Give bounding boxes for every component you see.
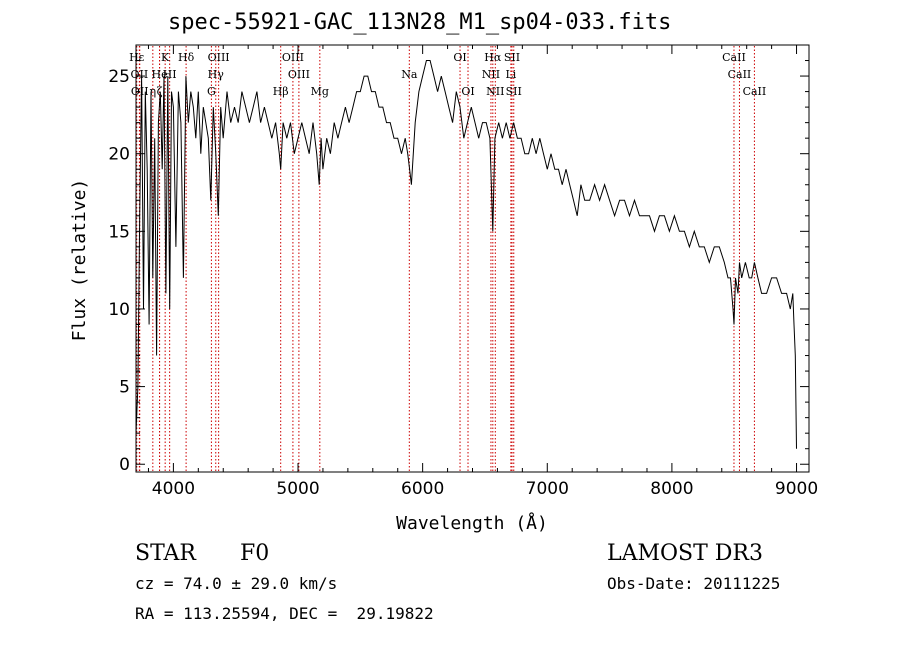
marker-label-0: Hε	[129, 51, 145, 64]
marker-label-26: SII	[506, 85, 522, 98]
x-tick-label-5000: 5000	[276, 479, 319, 499]
observation-date: Obs-Date: 20111225	[607, 574, 781, 593]
marker-label-8: CaII	[722, 51, 746, 64]
x-tick-label-7000: 7000	[526, 479, 569, 499]
marker-label-20: ζ	[157, 85, 163, 98]
x-tick-label-6000: 6000	[401, 479, 444, 499]
line-markers	[136, 46, 755, 471]
y-tick-label-20: 20	[108, 145, 130, 165]
y-axis-ticks: 0 5 10 15 20 25	[108, 60, 809, 475]
marker-label-25: NII	[486, 85, 504, 98]
marker-label-16: Li	[505, 68, 516, 81]
y-tick-label-25: 25	[108, 67, 130, 87]
x-tick-label-4000: 4000	[152, 479, 195, 499]
marker-label-19: η	[150, 85, 157, 98]
marker-label-27: CaII	[743, 85, 767, 98]
coordinates: RA = 113.25594, DEC = 29.19822	[135, 604, 434, 623]
x-tick-label-9000: 9000	[775, 479, 818, 499]
object-class: STAR	[135, 541, 196, 566]
marker-label-17: CaII	[728, 68, 752, 81]
y-axis-label: Flux (relative)	[69, 179, 90, 342]
marker-label-12: Hγ	[208, 68, 225, 81]
y-tick-label-0: 0	[119, 455, 130, 475]
marker-label-7: SII	[504, 51, 520, 64]
marker-label-9: OII	[131, 68, 149, 81]
marker-label-2: Hδ	[178, 51, 195, 64]
y-tick-label-15: 15	[108, 222, 130, 242]
y-tick-label-5: 5	[119, 378, 130, 398]
marker-label-1: K	[161, 51, 170, 64]
marker-label-3: OIII	[208, 51, 230, 64]
x-axis-label: Wavelength (Å)	[396, 512, 548, 534]
marker-label-6: Hα	[484, 51, 502, 64]
marker-label-24: OI	[461, 85, 474, 98]
x-tick-label-8000: 8000	[650, 479, 693, 499]
marker-label-21: G	[207, 85, 216, 98]
x-axis-ticks: 4000 5000 6000 7000 8000 9000	[147, 45, 818, 499]
spectrum-line	[135, 60, 797, 449]
marker-label-14: Na	[401, 68, 418, 81]
marker-label-13: OIII	[288, 68, 310, 81]
marker-label-22: Hβ	[273, 85, 289, 98]
marker-label-15: NII	[482, 68, 500, 81]
marker-label-11: HI	[163, 68, 177, 81]
chart-title: spec-55921-GAC_113N28_M1_sp04-033.fits	[168, 10, 672, 35]
object-subclass: F0	[240, 541, 270, 566]
survey-name: LAMOST DR3	[607, 541, 763, 566]
y-tick-label-10: 10	[108, 300, 130, 320]
marker-label-4: OIII	[282, 51, 304, 64]
marker-label-5: OI	[453, 51, 466, 64]
marker-label-23: Mg	[311, 85, 329, 98]
redshift-velocity: cz = 74.0 ± 29.0 km/s	[135, 574, 338, 593]
